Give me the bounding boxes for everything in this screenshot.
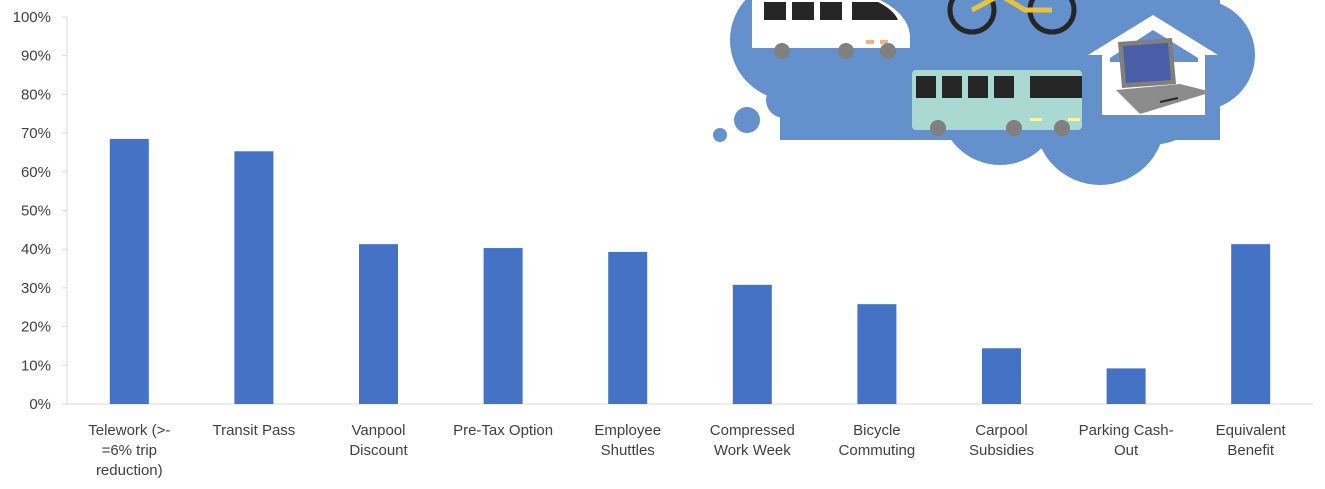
y-tick-label: 70% [21,125,51,142]
x-category-label: Pre-Tax Option [453,422,553,439]
chart-category-labels: Telework (>-=6% trip reduction) Transit Pa… [88,422,1286,479]
bar [857,304,897,404]
y-tick-label: 30% [21,280,51,297]
x-category-label: Equivalent Benefit [1216,422,1287,459]
bar [982,348,1021,404]
x-category-label: Employee Shuttles [594,422,661,459]
commute-thought-cloud [713,0,1255,185]
bicycle-icon [947,0,1077,35]
bus-icon [912,70,1082,136]
x-category-label: Transit Pass [212,422,295,439]
bar [109,138,149,404]
y-tick-label: 10% [21,357,51,374]
bar [1231,244,1271,404]
bar [732,284,772,404]
van-icon [752,0,910,59]
laptop-icon [1116,38,1212,114]
bar [1106,368,1146,404]
y-tick-label: 90% [21,48,51,65]
bar [608,251,648,404]
x-category-label: Telework (>-=6% trip reduction) [88,422,170,479]
y-tick-label: 20% [21,319,51,336]
y-tick-label: 100% [13,9,51,26]
x-category-label: Carpool Subsidies [969,422,1034,459]
bar [234,151,274,404]
y-tick-label: 50% [21,203,51,220]
bar [483,248,523,404]
x-category-label: Compressed Work Week [710,422,795,459]
y-tick-label: 0% [29,396,51,413]
x-category-label: Vanpool Discount [349,422,408,459]
x-category-label: Bicycle Commuting [839,422,916,459]
chart-axes: 0% 10% 20% 30% 40% 50% 60% 70% 80% 90% 100% [13,9,1313,413]
y-tick-label: 60% [21,164,51,181]
bar [359,244,398,404]
x-category-label: Parking Cash-Out [1079,422,1174,459]
y-tick-label: 80% [21,86,51,103]
chart-bars [109,138,1271,404]
y-tick-label: 40% [21,241,51,258]
